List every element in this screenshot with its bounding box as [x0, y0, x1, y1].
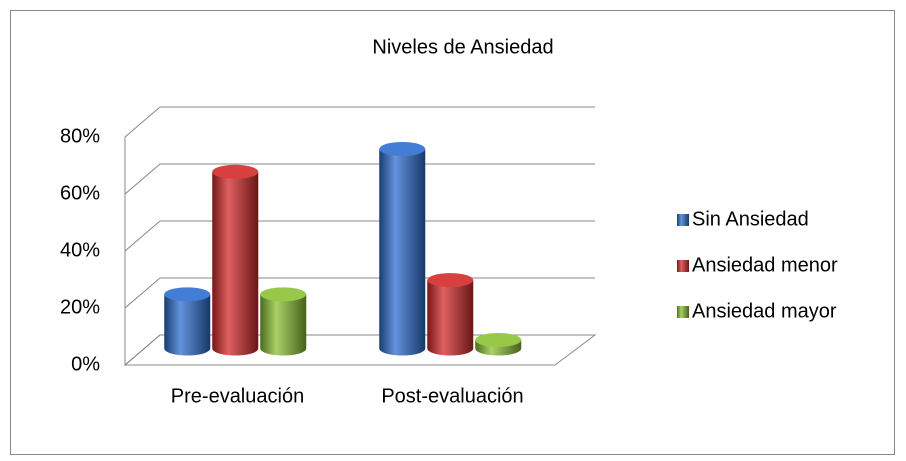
x-tick-label: Post-evaluación [381, 385, 523, 407]
grid-line-side [124, 106, 161, 138]
legend-marker [677, 214, 689, 226]
bar [379, 142, 426, 356]
grid-line-side [124, 334, 161, 366]
bar [475, 332, 522, 356]
bar [427, 273, 474, 356]
bar [260, 287, 307, 356]
legend-label: Ansiedad menor [692, 254, 838, 276]
legend-label: Ansiedad mayor [692, 300, 837, 322]
legend-label: Sin Ansiedad [692, 208, 809, 230]
y-tick-label: 40% [60, 239, 100, 261]
y-tick-label: 20% [60, 296, 100, 318]
grid-line-side [124, 220, 161, 252]
bar [212, 164, 259, 356]
y-tick-label: 80% [60, 125, 100, 147]
y-tick-label: 0% [71, 353, 100, 375]
legend-marker [677, 306, 689, 318]
x-tick-label: Pre-evaluación [171, 385, 304, 407]
bar [164, 287, 211, 356]
chart-title: Niveles de Ansiedad [372, 36, 553, 58]
chart-border [10, 10, 895, 455]
legend-marker [677, 260, 689, 272]
grid-line-side [124, 277, 161, 309]
y-tick-label: 60% [60, 182, 100, 204]
grid-line-side [124, 163, 161, 195]
